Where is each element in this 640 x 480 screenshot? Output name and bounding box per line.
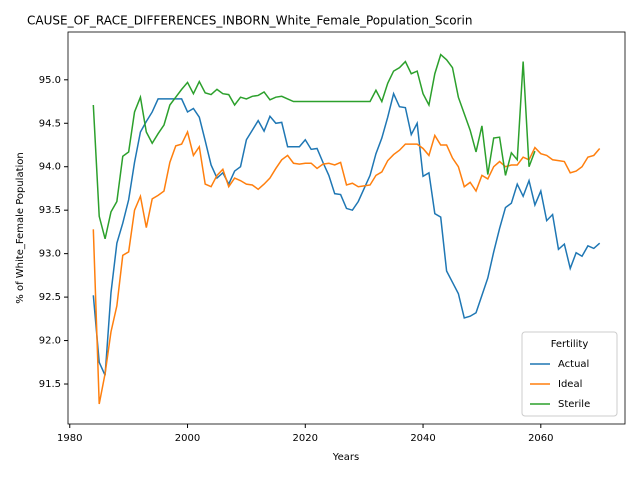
x-tick-label: 2060 xyxy=(528,433,553,444)
y-axis-label: % of White_Female Population xyxy=(15,152,26,303)
y-tick-label: 93.0 xyxy=(39,249,61,260)
y-tick-label: 94.0 xyxy=(39,162,61,173)
plot-frame xyxy=(67,31,626,425)
legend-box xyxy=(521,331,618,417)
data-line xyxy=(92,53,536,240)
y-tick-label: 93.5 xyxy=(39,205,61,216)
x-axis-label: Years xyxy=(332,452,359,463)
legend-label: Sterile xyxy=(558,399,590,410)
x-tick-label: 2020 xyxy=(293,433,318,444)
y-tick-label: 94.5 xyxy=(39,118,61,129)
y-tick-label: 92.0 xyxy=(39,336,61,347)
x-tick-label: 2040 xyxy=(410,433,435,444)
x-tick-label: 1980 xyxy=(57,433,82,444)
data-line xyxy=(92,129,601,405)
y-tick-label: 91.5 xyxy=(39,379,61,390)
legend-title: Fertility xyxy=(551,339,589,350)
data-line xyxy=(92,91,601,376)
y-tick-label: 95.0 xyxy=(39,75,61,86)
y-tick-label: 92.5 xyxy=(39,292,61,303)
legend-label: Actual xyxy=(558,359,589,370)
x-tick-label: 2000 xyxy=(175,433,200,444)
legend-label: Ideal xyxy=(558,379,582,390)
chart-title: CAUSE_OF_RACE_DIFFERENCES_INBORN_White_F… xyxy=(27,14,472,28)
